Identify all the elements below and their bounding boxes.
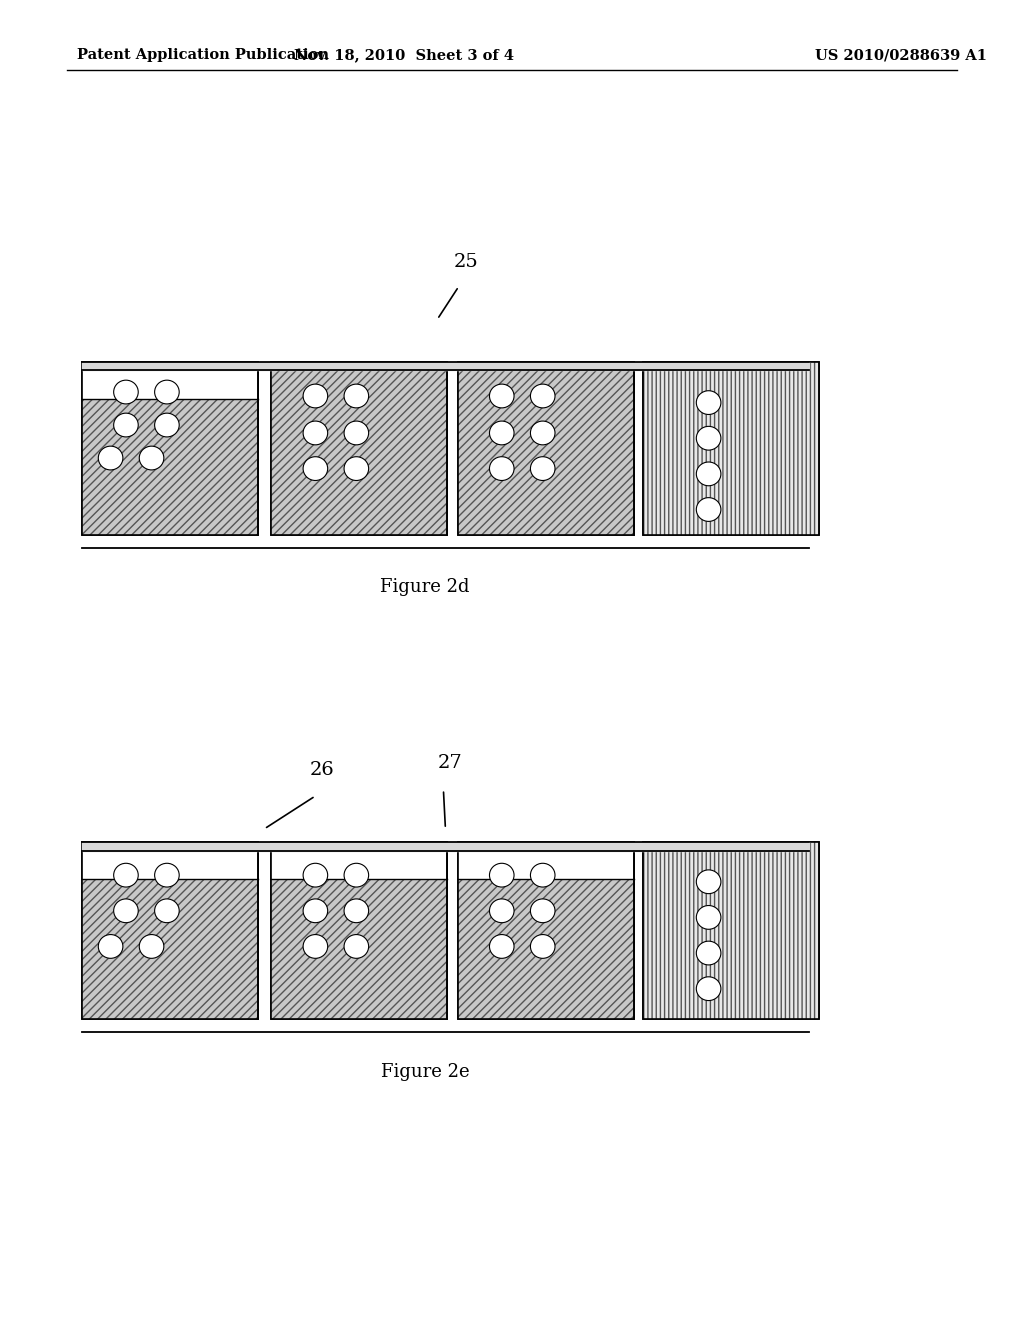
Bar: [643, 842, 819, 1019]
Bar: [643, 842, 819, 1019]
Bar: [458, 842, 634, 879]
Ellipse shape: [696, 870, 721, 894]
Bar: [82, 842, 258, 1019]
Bar: [271, 842, 447, 1019]
Ellipse shape: [344, 421, 369, 445]
Bar: [271, 362, 447, 535]
Ellipse shape: [155, 899, 179, 923]
Ellipse shape: [696, 426, 721, 450]
Bar: [458, 842, 634, 1019]
Ellipse shape: [114, 863, 138, 887]
Bar: [271, 362, 447, 535]
Ellipse shape: [696, 941, 721, 965]
Ellipse shape: [344, 899, 369, 923]
Ellipse shape: [114, 380, 138, 404]
Ellipse shape: [98, 935, 123, 958]
Ellipse shape: [489, 899, 514, 923]
Text: 26: 26: [310, 760, 335, 779]
Ellipse shape: [344, 457, 369, 480]
Ellipse shape: [489, 863, 514, 887]
Bar: [82, 842, 258, 1019]
Text: US 2010/0288639 A1: US 2010/0288639 A1: [815, 49, 987, 62]
Text: 25: 25: [454, 252, 478, 271]
Bar: [271, 879, 447, 1019]
Ellipse shape: [114, 413, 138, 437]
Ellipse shape: [489, 935, 514, 958]
Ellipse shape: [530, 863, 555, 887]
Bar: [271, 842, 447, 1019]
Ellipse shape: [696, 977, 721, 1001]
Ellipse shape: [696, 906, 721, 929]
Text: 27: 27: [438, 754, 463, 772]
Ellipse shape: [696, 391, 721, 414]
Text: Figure 2d: Figure 2d: [380, 578, 470, 597]
Bar: [643, 362, 819, 535]
Text: Figure 2e: Figure 2e: [381, 1063, 469, 1081]
Bar: [458, 879, 634, 1019]
Ellipse shape: [303, 935, 328, 958]
Text: Patent Application Publication: Patent Application Publication: [77, 49, 329, 62]
Bar: [458, 842, 634, 1019]
Ellipse shape: [114, 899, 138, 923]
Ellipse shape: [98, 446, 123, 470]
Bar: [271, 362, 447, 535]
Bar: [643, 842, 819, 1019]
Ellipse shape: [303, 863, 328, 887]
Ellipse shape: [696, 462, 721, 486]
Ellipse shape: [155, 380, 179, 404]
Bar: [643, 362, 819, 535]
Ellipse shape: [530, 457, 555, 480]
Ellipse shape: [530, 935, 555, 958]
Ellipse shape: [139, 446, 164, 470]
Ellipse shape: [489, 457, 514, 480]
Text: Nov. 18, 2010  Sheet 3 of 4: Nov. 18, 2010 Sheet 3 of 4: [295, 49, 514, 62]
Ellipse shape: [696, 498, 721, 521]
Bar: [271, 842, 447, 879]
Bar: [82, 399, 258, 535]
Bar: [82, 842, 258, 879]
Ellipse shape: [303, 384, 328, 408]
Ellipse shape: [530, 384, 555, 408]
Ellipse shape: [489, 384, 514, 408]
Ellipse shape: [155, 863, 179, 887]
Bar: [82, 362, 258, 535]
Ellipse shape: [344, 935, 369, 958]
Bar: [458, 362, 634, 535]
Ellipse shape: [303, 457, 328, 480]
Ellipse shape: [344, 863, 369, 887]
Ellipse shape: [530, 899, 555, 923]
Bar: [458, 362, 634, 535]
Ellipse shape: [155, 413, 179, 437]
Ellipse shape: [344, 384, 369, 408]
Bar: [458, 362, 634, 535]
Ellipse shape: [303, 421, 328, 445]
Ellipse shape: [530, 421, 555, 445]
Bar: [82, 362, 258, 535]
Bar: [82, 879, 258, 1019]
Bar: [82, 362, 258, 399]
Ellipse shape: [489, 421, 514, 445]
Ellipse shape: [303, 899, 328, 923]
Ellipse shape: [139, 935, 164, 958]
Bar: [643, 362, 819, 535]
